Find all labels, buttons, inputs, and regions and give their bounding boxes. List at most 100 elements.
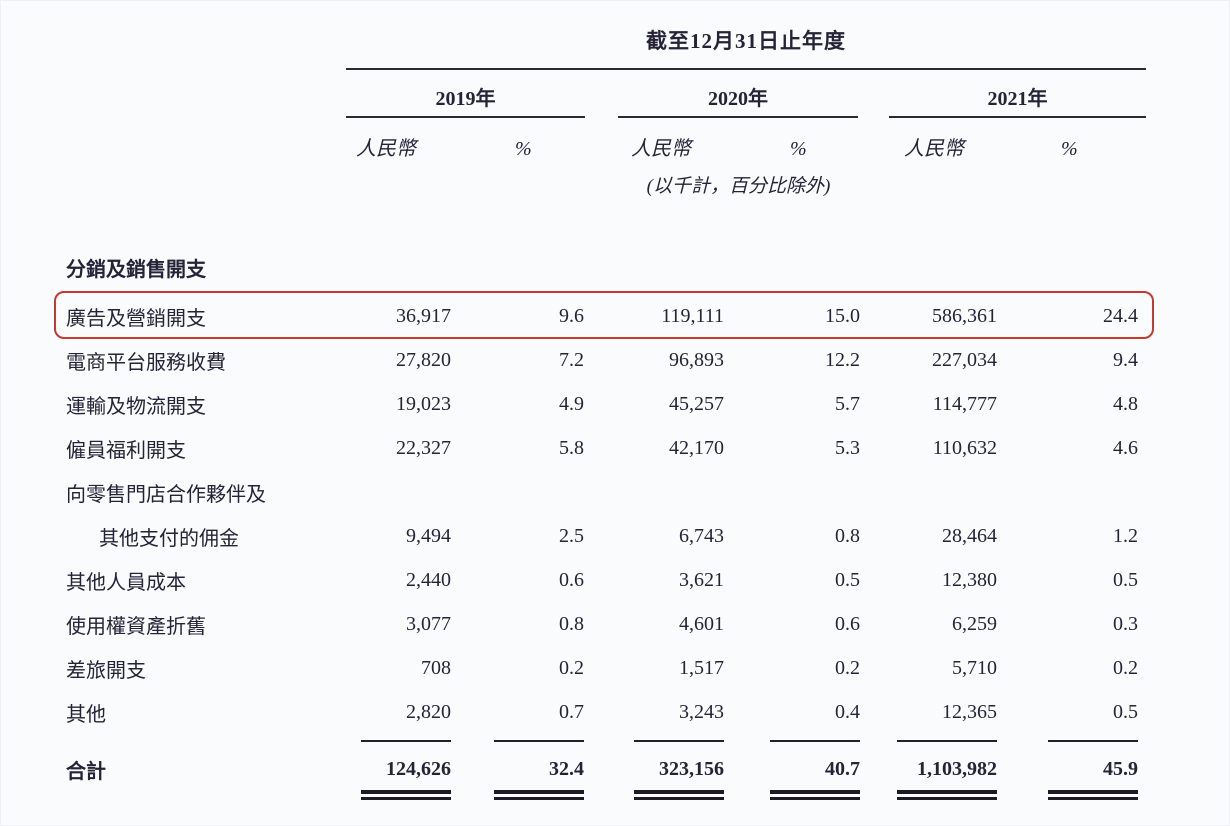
row-value: 9.6: [559, 304, 584, 327]
row-value: 12,365: [942, 700, 997, 723]
total-double-rule: [584, 790, 724, 800]
row-value: 0.7: [559, 700, 584, 723]
total-double-rule-row: [66, 790, 1146, 806]
percent-subheader-2021: %: [1061, 138, 1078, 160]
subtotal-rule: [724, 740, 860, 742]
row-value: 4,601: [679, 612, 724, 635]
row-value: 6,259: [952, 612, 997, 635]
row-value: 96,893: [669, 348, 724, 371]
year-underline-2019: [346, 116, 585, 118]
row-value: 4.8: [1113, 392, 1138, 415]
row-value: 5,710: [952, 656, 997, 679]
row-value: 5.3: [835, 436, 860, 459]
total-row: 合計 124,626 32.4 323,156 40.7 1,103,982 4…: [66, 748, 1146, 790]
table-body: 廣告及營銷開支 36,917 9.6 119,111 15.0 586,361 24.4 電商…: [66, 294, 1146, 806]
year-header-2019: 2019年: [435, 88, 496, 110]
row-label: 差旅開支: [66, 659, 146, 682]
row-value: 0.8: [835, 524, 860, 547]
unit-note: (以千計，百分比除外): [646, 176, 831, 197]
currency-subheader-2021: 人民幣: [904, 138, 964, 160]
total-double-rule: [351, 790, 451, 800]
row-label: 使用權資產折舊: [66, 615, 206, 638]
table-row: 使用權資產折舊 3,077 0.8 4,601 0.6 6,259 0.3: [66, 602, 1146, 646]
total-value: 323,156: [659, 757, 724, 780]
total-double-rule: [451, 790, 584, 800]
year-underline-2021: [889, 116, 1146, 118]
row-value: 12,380: [942, 568, 997, 591]
row-value: 2,820: [406, 700, 451, 723]
total-double-rule: [997, 790, 1146, 800]
row-value: 19,023: [396, 392, 451, 415]
section-header: 分銷及銷售開支: [66, 259, 206, 281]
year-underline-2020: [618, 116, 858, 118]
row-label: 廣告及營銷開支: [66, 307, 206, 330]
table-row: 運輸及物流開支 19,023 4.9 45,257 5.7 114,777 4.8: [66, 382, 1146, 426]
total-label: 合計: [66, 760, 106, 783]
row-value: 114,777: [932, 392, 997, 415]
total-value: 1,103,982: [917, 757, 997, 780]
row-value: 28,464: [942, 524, 997, 547]
total-double-rule: [860, 790, 997, 800]
row-label: 向零售門店合作夥伴及: [66, 483, 266, 506]
row-value: 24.4: [1103, 304, 1138, 327]
row-value: 2.5: [559, 524, 584, 547]
table-row: 向零售門店合作夥伴及: [66, 470, 1146, 514]
row-value: 0.8: [559, 612, 584, 635]
total-value: 32.4: [549, 757, 584, 780]
row-value: 9.4: [1113, 348, 1138, 371]
row-label: 運輸及物流開支: [66, 395, 206, 418]
row-label: 其他人員成本: [66, 571, 186, 594]
subtotal-rule-row: [66, 734, 1146, 748]
percent-subheader-2019: %: [515, 138, 532, 160]
row-value: 1,517: [679, 656, 724, 679]
row-value: 9,494: [406, 524, 451, 547]
row-value: 12.2: [825, 348, 860, 371]
row-value: 36,917: [396, 304, 451, 327]
year-header-2020: 2020年: [708, 88, 768, 110]
row-value: 6,743: [679, 524, 724, 547]
total-value: 45.9: [1103, 757, 1138, 780]
subtotal-rule: [584, 740, 724, 742]
total-value: 40.7: [825, 757, 860, 780]
table-header: 截至12月31日止年度 2019年 2020年 2021年 人民幣 % 人民幣 …: [1, 1, 1230, 251]
table-row: 差旅開支 708 0.2 1,517 0.2 5,710 0.2: [66, 646, 1146, 690]
row-value: 0.5: [835, 568, 860, 591]
row-value: 110,632: [932, 436, 997, 459]
table-rows: 廣告及營銷開支 36,917 9.6 119,111 15.0 586,361 24.4 電商…: [66, 294, 1146, 734]
subtotal-rule: [860, 740, 997, 742]
row-value: 0.6: [835, 612, 860, 635]
table-row: 其他支付的佣金 9,494 2.5 6,743 0.8 28,464 1.2: [66, 514, 1146, 558]
row-value: 3,621: [679, 568, 724, 591]
table-row: 其他 2,820 0.7 3,243 0.4 12,365 0.5: [66, 690, 1146, 734]
row-value: 0.2: [1113, 656, 1138, 679]
row-value: 0.5: [1113, 700, 1138, 723]
row-label: 僱員福利開支: [66, 439, 186, 462]
row-value: 708: [421, 656, 451, 679]
row-value: 22,327: [396, 436, 451, 459]
row-value: 0.6: [559, 568, 584, 591]
row-value: 3,243: [679, 700, 724, 723]
row-value: 0.2: [835, 656, 860, 679]
row-value: 7.2: [559, 348, 584, 371]
row-value: 3,077: [406, 612, 451, 635]
subtotal-rule: [351, 740, 451, 742]
row-value: 4.9: [559, 392, 584, 415]
subtotal-rule: [451, 740, 584, 742]
row-value: 227,034: [932, 348, 997, 371]
year-header-2021: 2021年: [987, 88, 1048, 110]
percent-subheader-2020: %: [790, 138, 807, 160]
row-value: 5.7: [835, 392, 860, 415]
row-value: 45,257: [669, 392, 724, 415]
row-label: 其他: [66, 703, 106, 726]
subtotal-rule: [997, 740, 1146, 742]
row-value: 27,820: [396, 348, 451, 371]
total-double-rule: [724, 790, 860, 800]
table-title: 截至12月31日止年度: [646, 29, 846, 53]
header-top-rule: [346, 68, 1146, 70]
row-value: 586,361: [932, 304, 997, 327]
row-value: 119,111: [661, 304, 724, 327]
row-value: 0.2: [559, 656, 584, 679]
row-value: 1.2: [1113, 524, 1138, 547]
row-value: 2,440: [406, 568, 451, 591]
